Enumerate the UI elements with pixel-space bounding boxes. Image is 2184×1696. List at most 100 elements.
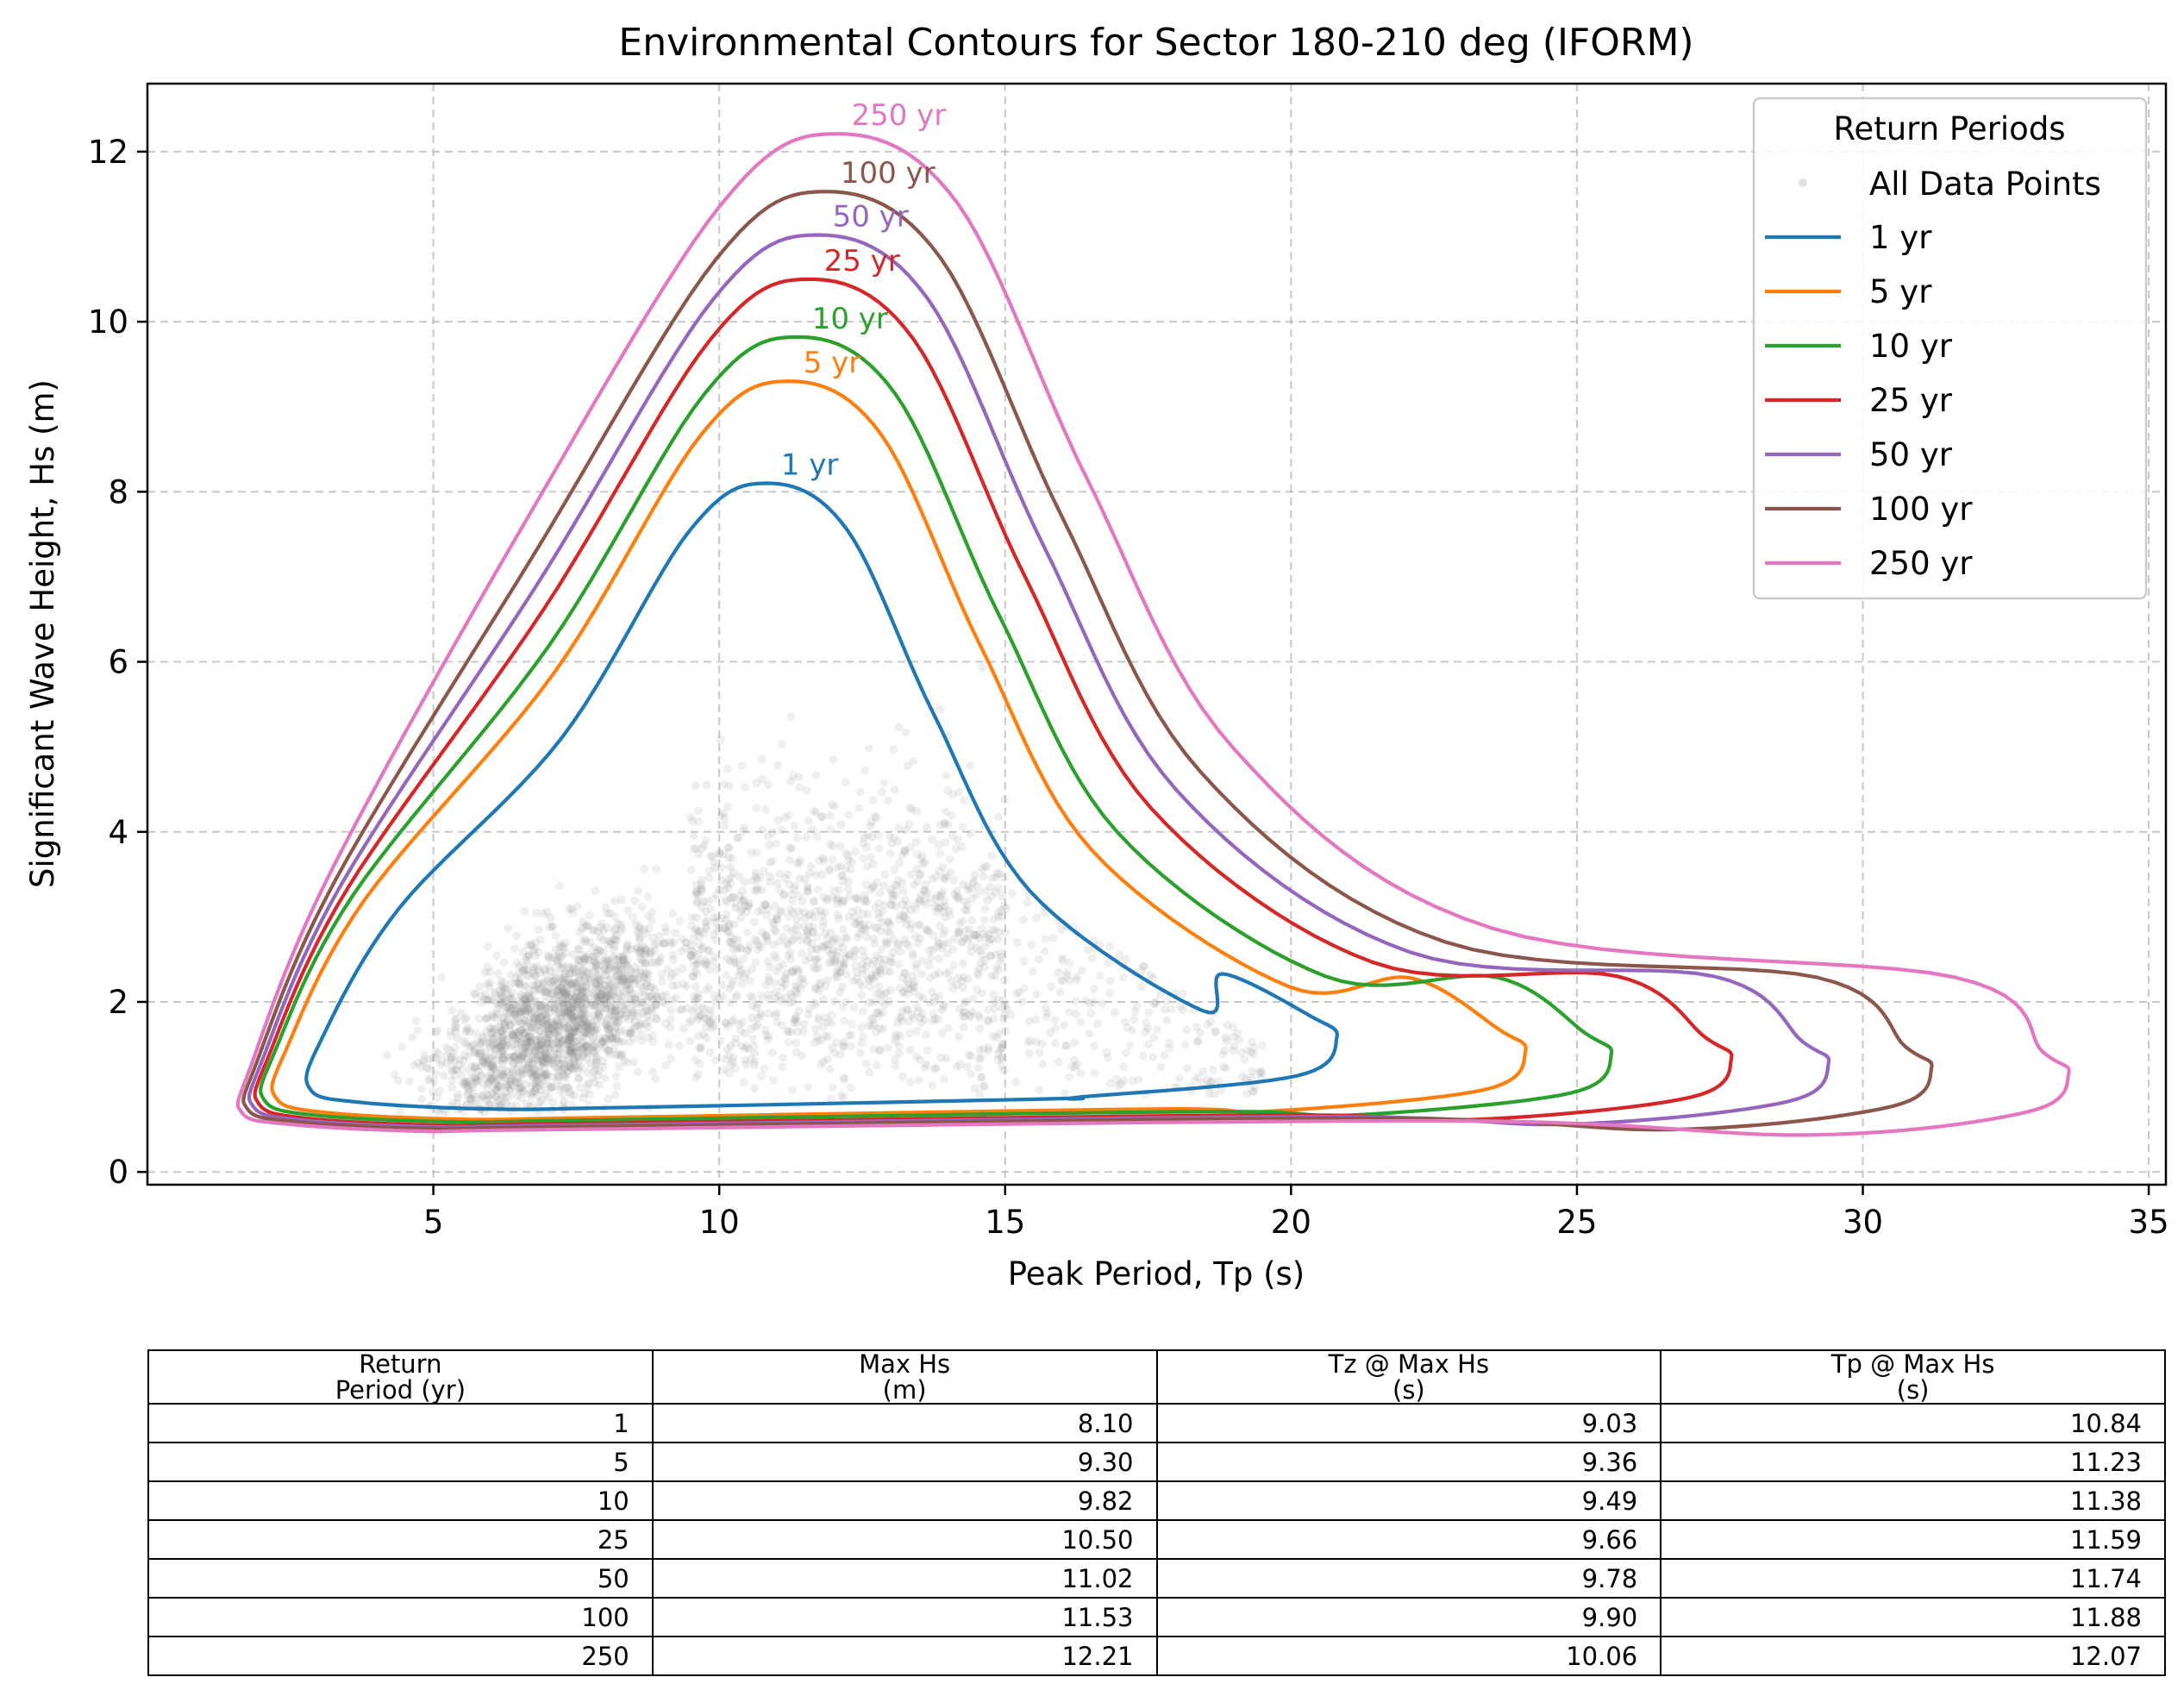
data-point	[487, 1027, 497, 1036]
data-point	[717, 914, 727, 923]
data-point	[895, 915, 904, 924]
data-point	[504, 994, 514, 1004]
data-point	[619, 968, 629, 978]
data-point	[1092, 1019, 1102, 1029]
data-point	[802, 927, 811, 936]
data-point	[1111, 1074, 1121, 1084]
data-point	[794, 966, 804, 975]
data-point	[865, 1067, 874, 1077]
data-point	[737, 1042, 747, 1051]
data-point	[562, 985, 571, 993]
data-point	[970, 1084, 979, 1093]
data-point	[955, 1060, 965, 1069]
data-point	[1041, 1004, 1050, 1013]
data-point	[841, 950, 850, 960]
data-point	[630, 1008, 640, 1017]
data-point	[556, 1081, 566, 1091]
data-point	[699, 929, 709, 938]
data-point	[787, 927, 797, 936]
data-point	[535, 1026, 545, 1036]
data-point	[636, 1029, 646, 1039]
data-point	[675, 917, 685, 926]
data-point	[555, 998, 564, 1007]
data-point	[504, 1008, 513, 1017]
data-point	[742, 969, 751, 979]
data-point	[581, 974, 590, 984]
data-point	[623, 905, 632, 915]
data-point	[854, 929, 864, 938]
data-point	[510, 1010, 519, 1019]
data-point	[997, 1061, 1006, 1070]
data-point	[729, 893, 737, 903]
data-point	[532, 1035, 541, 1044]
data-point	[498, 998, 508, 1007]
data-point	[764, 904, 773, 914]
data-point	[493, 1004, 503, 1014]
data-point	[803, 882, 812, 892]
data-point	[1073, 973, 1082, 981]
data-point	[747, 1024, 756, 1034]
data-point	[572, 1022, 581, 1031]
data-point	[466, 1094, 476, 1104]
data-point	[506, 1009, 516, 1018]
data-point	[498, 1099, 508, 1109]
data-point	[911, 963, 921, 973]
data-point	[883, 917, 892, 927]
data-point	[524, 950, 534, 960]
data-point	[496, 1100, 505, 1110]
data-point	[804, 817, 813, 826]
data-point	[833, 893, 842, 903]
data-point	[529, 1014, 539, 1023]
data-point	[650, 985, 660, 994]
data-point	[996, 957, 1005, 966]
data-point	[860, 952, 869, 961]
data-point	[563, 1039, 573, 1048]
data-point	[498, 1033, 507, 1042]
data-point	[827, 1018, 836, 1028]
data-point	[889, 745, 898, 754]
data-point	[620, 959, 629, 967]
data-point	[867, 1014, 876, 1023]
data-point	[879, 960, 888, 968]
data-point	[814, 1036, 823, 1046]
data-point	[839, 1092, 848, 1102]
data-point	[599, 1003, 609, 1012]
data-point	[788, 1086, 798, 1095]
data-point	[575, 961, 585, 971]
data-point	[397, 1042, 407, 1052]
data-point	[635, 973, 645, 982]
data-point	[574, 1042, 584, 1051]
data-point	[560, 1020, 569, 1029]
data-point	[869, 1045, 879, 1055]
data-point	[594, 989, 604, 998]
data-point	[595, 982, 604, 992]
data-point	[595, 1011, 604, 1021]
data-point	[811, 944, 821, 954]
data-point	[910, 880, 919, 890]
data-point	[535, 1041, 545, 1050]
data-point	[495, 1043, 504, 1053]
data-point	[836, 871, 846, 880]
data-point	[556, 942, 566, 952]
data-point	[664, 1040, 673, 1049]
data-point	[1138, 1051, 1148, 1061]
data-point	[902, 939, 911, 948]
data-point	[550, 1002, 559, 1011]
data-point	[1090, 1068, 1099, 1078]
data-point	[992, 869, 1002, 878]
data-point	[995, 868, 1004, 878]
data-point	[580, 935, 590, 944]
data-point	[541, 966, 550, 975]
data-point	[1087, 954, 1097, 963]
data-point	[835, 938, 845, 948]
data-point	[846, 1083, 855, 1092]
data-point	[575, 1083, 585, 1092]
data-point	[606, 980, 616, 990]
data-point	[641, 959, 650, 967]
data-point	[991, 1004, 1000, 1014]
data-point	[1041, 935, 1050, 943]
data-point	[850, 945, 860, 954]
data-point	[723, 764, 733, 773]
data-point	[912, 849, 922, 859]
data-point	[599, 1036, 609, 1046]
